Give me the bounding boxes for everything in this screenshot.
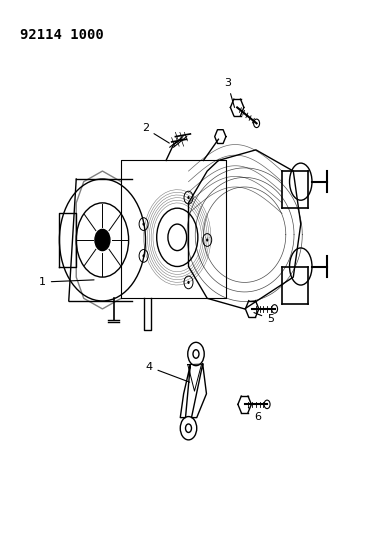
Circle shape bbox=[95, 229, 110, 251]
Circle shape bbox=[187, 196, 190, 199]
Circle shape bbox=[143, 222, 145, 225]
Circle shape bbox=[206, 238, 208, 241]
Text: 2: 2 bbox=[142, 123, 169, 143]
Text: 92114 1000: 92114 1000 bbox=[20, 28, 104, 42]
Text: 1: 1 bbox=[39, 277, 94, 287]
Circle shape bbox=[143, 254, 145, 257]
Text: 4: 4 bbox=[146, 362, 190, 382]
Text: 6: 6 bbox=[248, 407, 261, 422]
Text: 3: 3 bbox=[224, 78, 234, 108]
Circle shape bbox=[187, 281, 190, 284]
Text: 5: 5 bbox=[254, 312, 274, 324]
